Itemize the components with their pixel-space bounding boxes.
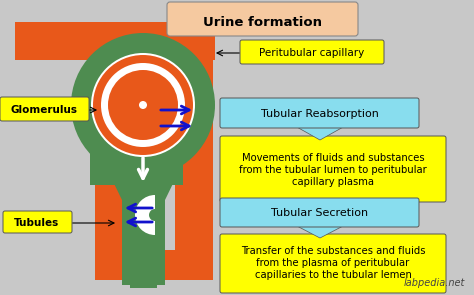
Bar <box>175 22 213 277</box>
Bar <box>122 195 165 285</box>
Polygon shape <box>105 165 182 200</box>
FancyBboxPatch shape <box>220 136 446 202</box>
Polygon shape <box>295 225 345 238</box>
Circle shape <box>115 77 171 133</box>
Wedge shape <box>98 165 143 255</box>
Text: Peritubular capillary: Peritubular capillary <box>259 48 365 58</box>
Text: Tubules: Tubules <box>14 218 60 228</box>
Circle shape <box>122 84 164 126</box>
Text: Transfer of the substances and fluids
from the plasma of peritubular
capillaries: Transfer of the substances and fluids fr… <box>241 246 425 280</box>
Polygon shape <box>295 126 345 140</box>
Circle shape <box>91 53 195 157</box>
Text: labpedia.net: labpedia.net <box>404 278 465 288</box>
Circle shape <box>108 70 178 140</box>
Circle shape <box>71 33 215 177</box>
Circle shape <box>139 101 147 109</box>
Bar <box>95 250 213 280</box>
Bar <box>155 105 183 185</box>
FancyBboxPatch shape <box>220 98 419 128</box>
Circle shape <box>128 90 158 120</box>
Circle shape <box>93 55 193 155</box>
FancyBboxPatch shape <box>220 234 446 293</box>
FancyBboxPatch shape <box>3 211 72 233</box>
FancyBboxPatch shape <box>167 2 358 36</box>
Text: Tubular Reabsorption: Tubular Reabsorption <box>261 109 379 119</box>
Text: Urine formation: Urine formation <box>203 16 322 29</box>
Bar <box>140 22 178 80</box>
FancyBboxPatch shape <box>220 198 419 227</box>
Circle shape <box>101 63 185 147</box>
Wedge shape <box>135 195 155 235</box>
Text: Movements of fluids and substances
from the tubular lumen to peritubular
capilla: Movements of fluids and substances from … <box>239 153 427 187</box>
FancyBboxPatch shape <box>0 97 89 121</box>
Bar <box>15 22 215 60</box>
Wedge shape <box>123 183 155 247</box>
Bar <box>95 58 130 258</box>
Text: Glomerulus: Glomerulus <box>10 105 78 115</box>
Text: Tubular Secretion: Tubular Secretion <box>272 208 369 218</box>
FancyBboxPatch shape <box>240 40 384 64</box>
Circle shape <box>135 97 151 113</box>
Bar <box>130 268 157 288</box>
Bar <box>90 105 118 185</box>
